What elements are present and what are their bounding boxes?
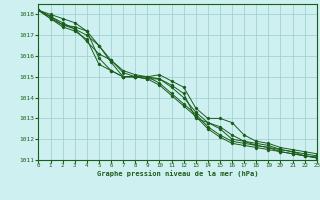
X-axis label: Graphe pression niveau de la mer (hPa): Graphe pression niveau de la mer (hPa) — [97, 171, 258, 177]
